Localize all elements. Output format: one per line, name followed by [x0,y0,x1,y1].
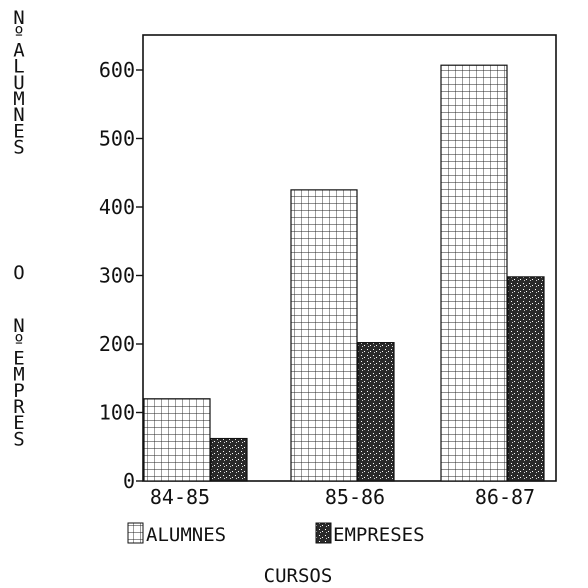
y-tick-label: 500 [99,127,135,151]
bar-alumnes-85-86 [290,189,358,482]
y-axis-label-char: A [13,39,25,61]
y-axis-label-char: E [13,412,24,434]
bar-empreses-85-86 [357,342,395,482]
y-axis-label-char: P [13,380,24,402]
bar-alumnes-84-85 [143,398,211,482]
y-axis-label-char: U [13,72,24,94]
x-axis-label: CURSOS [264,565,333,587]
legend-label-empreses: EMPRESES [333,524,425,546]
y-axis-label-char: L [13,56,24,78]
legend: ALUMNES EMPRESES [127,522,425,546]
y-axis-label-char: M [13,88,24,110]
legend-label-alumnes: ALUMNES [146,524,226,546]
bar-alumnes-86-87 [440,64,508,482]
y-axis-label-char: O [13,262,24,284]
legend-swatch-empreses [315,522,332,544]
y-tick-label: 0 [123,469,135,493]
y-axis-label-char: S [13,137,24,159]
bars [143,64,545,482]
legend-swatch-alumnes [127,522,144,544]
y-axis-label-char: R [13,396,25,418]
y-axis-label-char: N [13,7,24,29]
y-tick-label: 600 [99,58,135,82]
y-axis-label-char: º [13,23,24,45]
y-tick-label: 400 [99,195,135,219]
x-tick-label: 85-86 [325,485,385,509]
bar-empreses-84-85 [210,437,248,482]
y-axis-label-char: º [13,331,24,353]
y-tick-label: 200 [99,332,135,356]
x-tick-label: 84-85 [150,485,210,509]
bar-empreses-86-87 [507,276,545,482]
x-axis: 84-85 85-86 86-87 [150,485,535,509]
y-tick-label: 100 [99,401,135,425]
y-axis-label-char: S [13,428,24,450]
x-tick-label: 86-87 [475,485,535,509]
y-axis-label-char: N [13,315,24,337]
y-tick-label: 300 [99,264,135,288]
y-axis-label-char: E [13,347,24,369]
y-axis: 0 100 200 300 400 500 600 [99,58,143,493]
y-axis-label-char: E [13,120,24,142]
y-axis-label-char: N [13,104,24,126]
y-axis-label-char: M [13,364,24,386]
